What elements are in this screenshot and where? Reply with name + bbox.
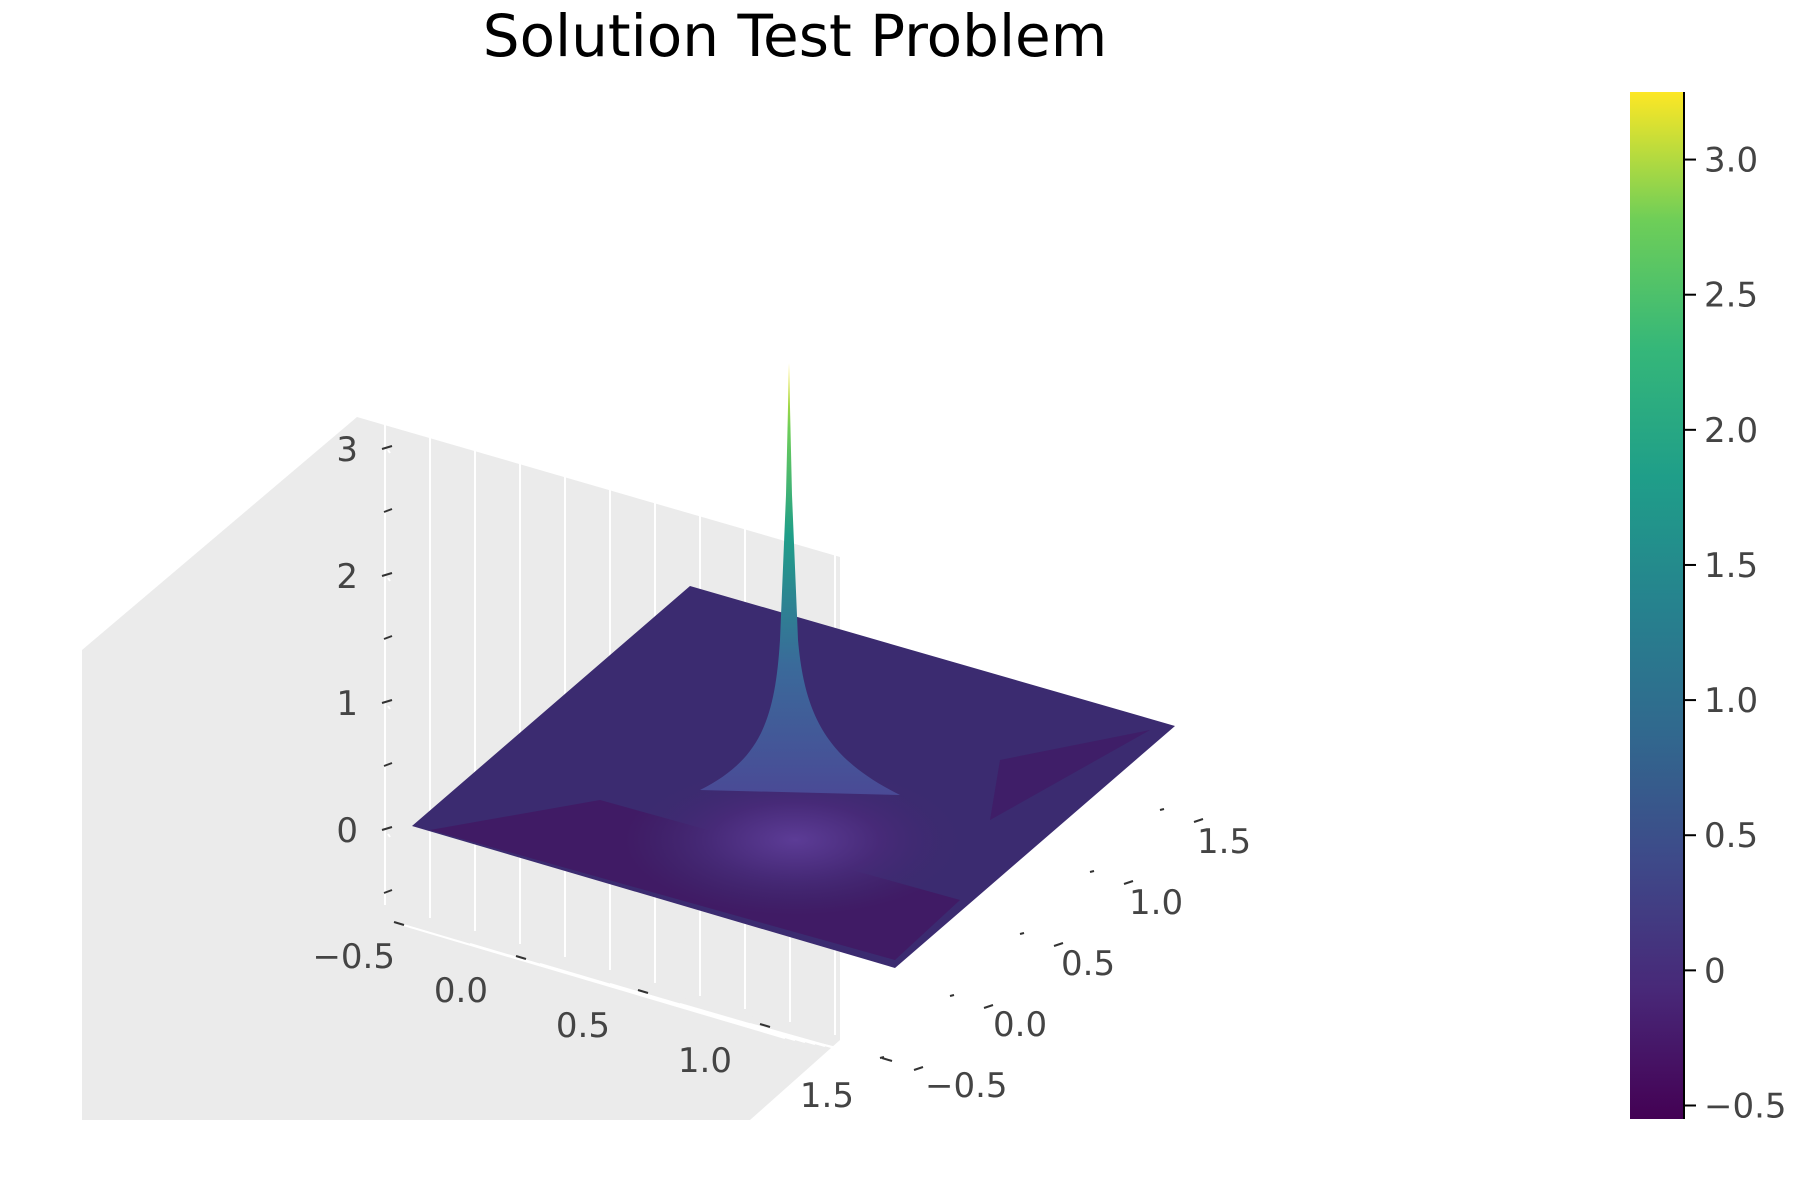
colorbar-tick-label: 0 — [1704, 951, 1726, 991]
colorbar-tick-label: −0.5 — [1704, 1086, 1787, 1126]
z-tick-mark — [381, 826, 393, 831]
surface — [412, 363, 1175, 968]
axis-ticks: 0 1 2 3 −0.5 0.0 0.5 1.0 1.5 −0.5 0.0 0.5 1.0 1.5 — [312, 430, 1251, 1116]
y-tick-mark — [1123, 880, 1134, 885]
z-tick-label: 2 — [336, 557, 358, 597]
y-minor-tick — [1019, 932, 1025, 935]
grid-line-horizontal — [387, 705, 391, 710]
z-minor-tick — [383, 762, 393, 767]
y-tick-label: 1.0 — [1129, 883, 1183, 923]
y-tick-mark — [913, 1066, 924, 1071]
grid-line-horizontal — [387, 449, 391, 454]
grid-line-floor — [819, 1043, 846, 1051]
y-minor-tick — [879, 1056, 885, 1059]
y-tick-label: −0.5 — [925, 1066, 1008, 1106]
z-tick-label: 0 — [336, 811, 358, 851]
grid-line-horizontal — [387, 961, 391, 966]
colorbar-gradient — [1630, 92, 1684, 1119]
z-tick-label: 3 — [336, 430, 358, 470]
z-tick-label: 1 — [336, 684, 358, 724]
colorbar-tick-label: 1.0 — [1704, 681, 1758, 721]
surface-spike — [700, 363, 900, 795]
y-tick-label: 0.0 — [993, 1005, 1047, 1045]
z-minor-tick — [383, 508, 393, 513]
colorbar-tick-label: 3.0 — [1704, 141, 1758, 181]
x-tick-label: 0.0 — [434, 971, 488, 1011]
z-minor-tick — [383, 635, 393, 640]
y-tick-label: 1.5 — [1197, 822, 1251, 862]
x-tick-mark — [759, 1023, 771, 1028]
x-tick-label: 1.0 — [678, 1041, 732, 1081]
surface-trough-right — [990, 730, 1150, 820]
colorbar-tick-label: 2.5 — [1704, 276, 1758, 316]
z-tick-mark — [381, 699, 393, 704]
chart-title: Solution Test Problem — [482, 2, 1108, 70]
colorbar-ticks: −0.5 0 0.5 1.0 1.5 2.0 2.5 3.0 — [1684, 141, 1787, 1126]
y-minor-tick — [949, 994, 955, 997]
y-tick-mark — [1053, 942, 1064, 947]
x-tick-mark — [515, 955, 527, 960]
z-tick-mark — [381, 445, 393, 450]
colorbar-tick-label: 2.0 — [1704, 411, 1758, 451]
surface-center-glow — [625, 765, 965, 915]
grid-line-horizontal — [387, 577, 391, 582]
y-tick-label: 0.5 — [1061, 944, 1115, 984]
grid-line-horizontal — [387, 833, 391, 838]
x-tick-mark — [881, 1057, 893, 1062]
colorbar-tick-label: 0.5 — [1704, 816, 1758, 856]
floor-pane — [82, 780, 840, 1120]
x-tick-label: 1.5 — [800, 1076, 854, 1116]
x-tick-mark — [393, 921, 405, 926]
z-tick-mark — [381, 572, 393, 577]
y-tick-mark — [1193, 818, 1204, 823]
y-tick-mark — [983, 1004, 994, 1009]
colorbar: −0.5 0 0.5 1.0 1.5 2.0 2.5 3.0 — [1630, 92, 1787, 1126]
z-minor-tick — [383, 889, 393, 894]
x-tick-label: −0.5 — [312, 937, 395, 977]
x-tick-label: 0.5 — [556, 1006, 610, 1046]
y-minor-tick — [1089, 870, 1095, 873]
colorbar-tick-label: 1.5 — [1704, 546, 1758, 586]
x-tick-mark — [637, 989, 649, 994]
y-minor-tick — [1159, 808, 1165, 811]
